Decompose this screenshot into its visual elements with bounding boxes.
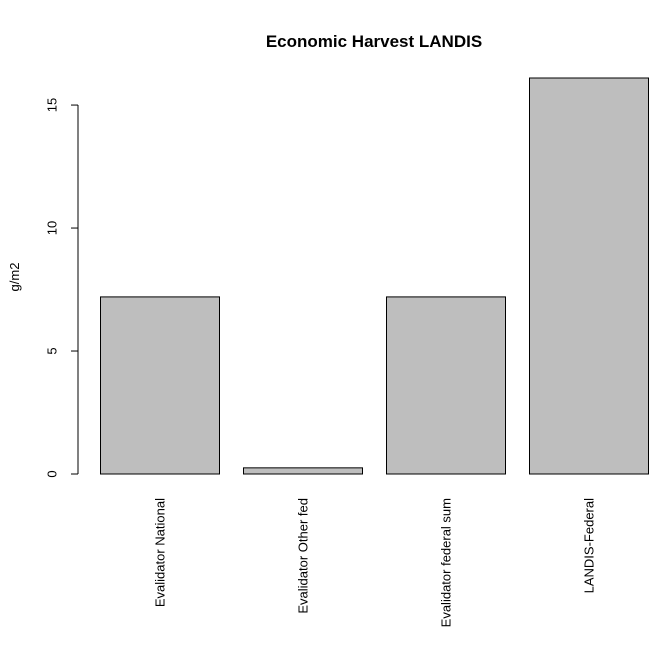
y-tick-label: 0	[45, 470, 60, 477]
y-tick-label: 10	[45, 221, 60, 235]
chart-title: Economic Harvest LANDIS	[266, 32, 482, 51]
y-axis: 0 5 10 15	[45, 98, 79, 478]
category-label: Evalidator federal sum	[439, 498, 454, 627]
bar	[386, 296, 506, 475]
y-tick-label: 15	[45, 98, 60, 112]
category-labels: Evalidator National Evalidator Other fed E…	[153, 498, 597, 627]
category-label: Evalidator National	[153, 498, 168, 607]
bar	[243, 467, 363, 475]
bar	[529, 77, 649, 475]
bar	[100, 296, 220, 475]
bars	[100, 77, 649, 475]
category-label: Evalidator Other fed	[296, 498, 311, 614]
category-label: LANDIS-Federal	[582, 498, 597, 593]
y-tick-label: 5	[45, 347, 60, 354]
y-axis-label: g/m2	[7, 263, 22, 292]
